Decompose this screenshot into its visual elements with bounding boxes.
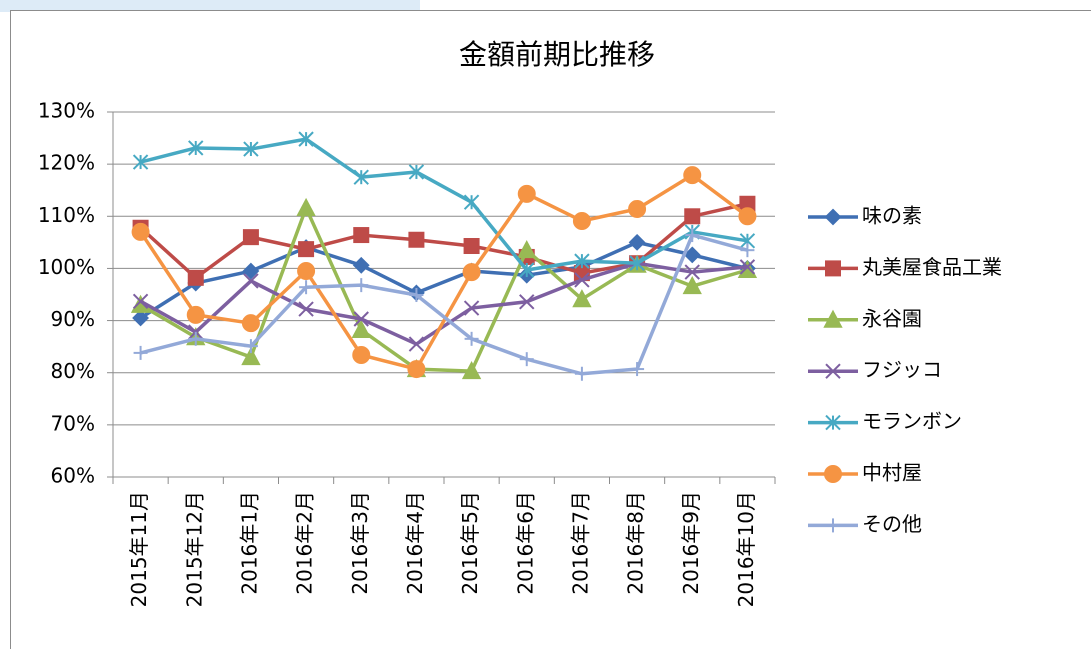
marker-shape <box>409 233 423 247</box>
y-tick-label: 90% <box>51 307 95 331</box>
marker-shape <box>243 315 259 331</box>
marker <box>519 186 535 202</box>
marker <box>353 347 369 363</box>
legend-label: 丸美屋食品工業 <box>862 255 1002 279</box>
marker-shape <box>825 466 841 482</box>
legend-label: モランボン <box>862 409 962 433</box>
y-tick-label: 100% <box>38 255 95 279</box>
marker-shape <box>464 264 480 280</box>
x-tick-label: 2016年4月 <box>403 491 427 595</box>
marker <box>574 213 590 229</box>
marker-shape <box>574 213 590 229</box>
marker-shape <box>684 167 700 183</box>
marker-shape <box>629 201 645 217</box>
marker <box>299 242 313 256</box>
x-tick-label: 2016年3月 <box>348 491 372 595</box>
marker <box>465 239 479 253</box>
marker <box>354 228 368 242</box>
marker <box>826 261 840 275</box>
marker-shape <box>188 307 204 323</box>
x-tick-label: 2016年10月 <box>734 491 758 607</box>
marker <box>825 466 841 482</box>
marker <box>188 307 204 323</box>
marker-shape <box>353 347 369 363</box>
x-tick-label: 2015年12月 <box>182 491 206 607</box>
y-tick-label: 130% <box>38 99 95 123</box>
marker-shape <box>685 209 699 223</box>
y-tick-label: 110% <box>38 203 95 227</box>
marker <box>629 201 645 217</box>
marker-shape <box>189 271 203 285</box>
marker-shape <box>299 242 313 256</box>
marker <box>409 233 423 247</box>
marker-shape <box>244 230 258 244</box>
marker <box>243 315 259 331</box>
marker <box>685 209 699 223</box>
x-tick-label: 2016年7月 <box>568 491 592 595</box>
marker <box>684 167 700 183</box>
marker-shape <box>519 186 535 202</box>
y-tick-label: 60% <box>51 464 95 488</box>
marker <box>244 230 258 244</box>
chart-frame <box>11 11 1091 650</box>
marker <box>298 263 314 279</box>
chart-title: 金額前期比推移 <box>459 38 655 71</box>
marker <box>739 208 755 224</box>
x-tick-label: 2016年2月 <box>293 491 317 595</box>
marker <box>189 271 203 285</box>
x-tick-label: 2016年8月 <box>624 491 648 595</box>
marker-shape <box>739 208 755 224</box>
y-tick-label: 80% <box>51 359 95 383</box>
marker-shape <box>133 224 149 240</box>
y-tick-label: 120% <box>38 151 95 175</box>
marker-shape <box>465 239 479 253</box>
x-tick-label: 2015年11月 <box>127 491 151 607</box>
y-tick-label: 70% <box>51 411 95 435</box>
marker-shape <box>354 228 368 242</box>
legend-label: 味の素 <box>862 204 922 228</box>
x-tick-label: 2016年5月 <box>458 491 482 595</box>
legend-label: フジッコ <box>862 358 942 382</box>
legend-label: 永谷園 <box>862 306 922 330</box>
legend-label: 中村屋 <box>862 461 922 485</box>
x-tick-label: 2016年6月 <box>513 491 537 595</box>
marker <box>408 361 424 377</box>
marker <box>464 264 480 280</box>
x-tick-label: 2016年1月 <box>237 491 261 595</box>
marker-shape <box>408 361 424 377</box>
legend-label: その他 <box>862 512 922 536</box>
marker-shape <box>298 263 314 279</box>
x-tick-label: 2016年9月 <box>679 491 703 595</box>
marker <box>133 224 149 240</box>
marker-shape <box>826 261 840 275</box>
